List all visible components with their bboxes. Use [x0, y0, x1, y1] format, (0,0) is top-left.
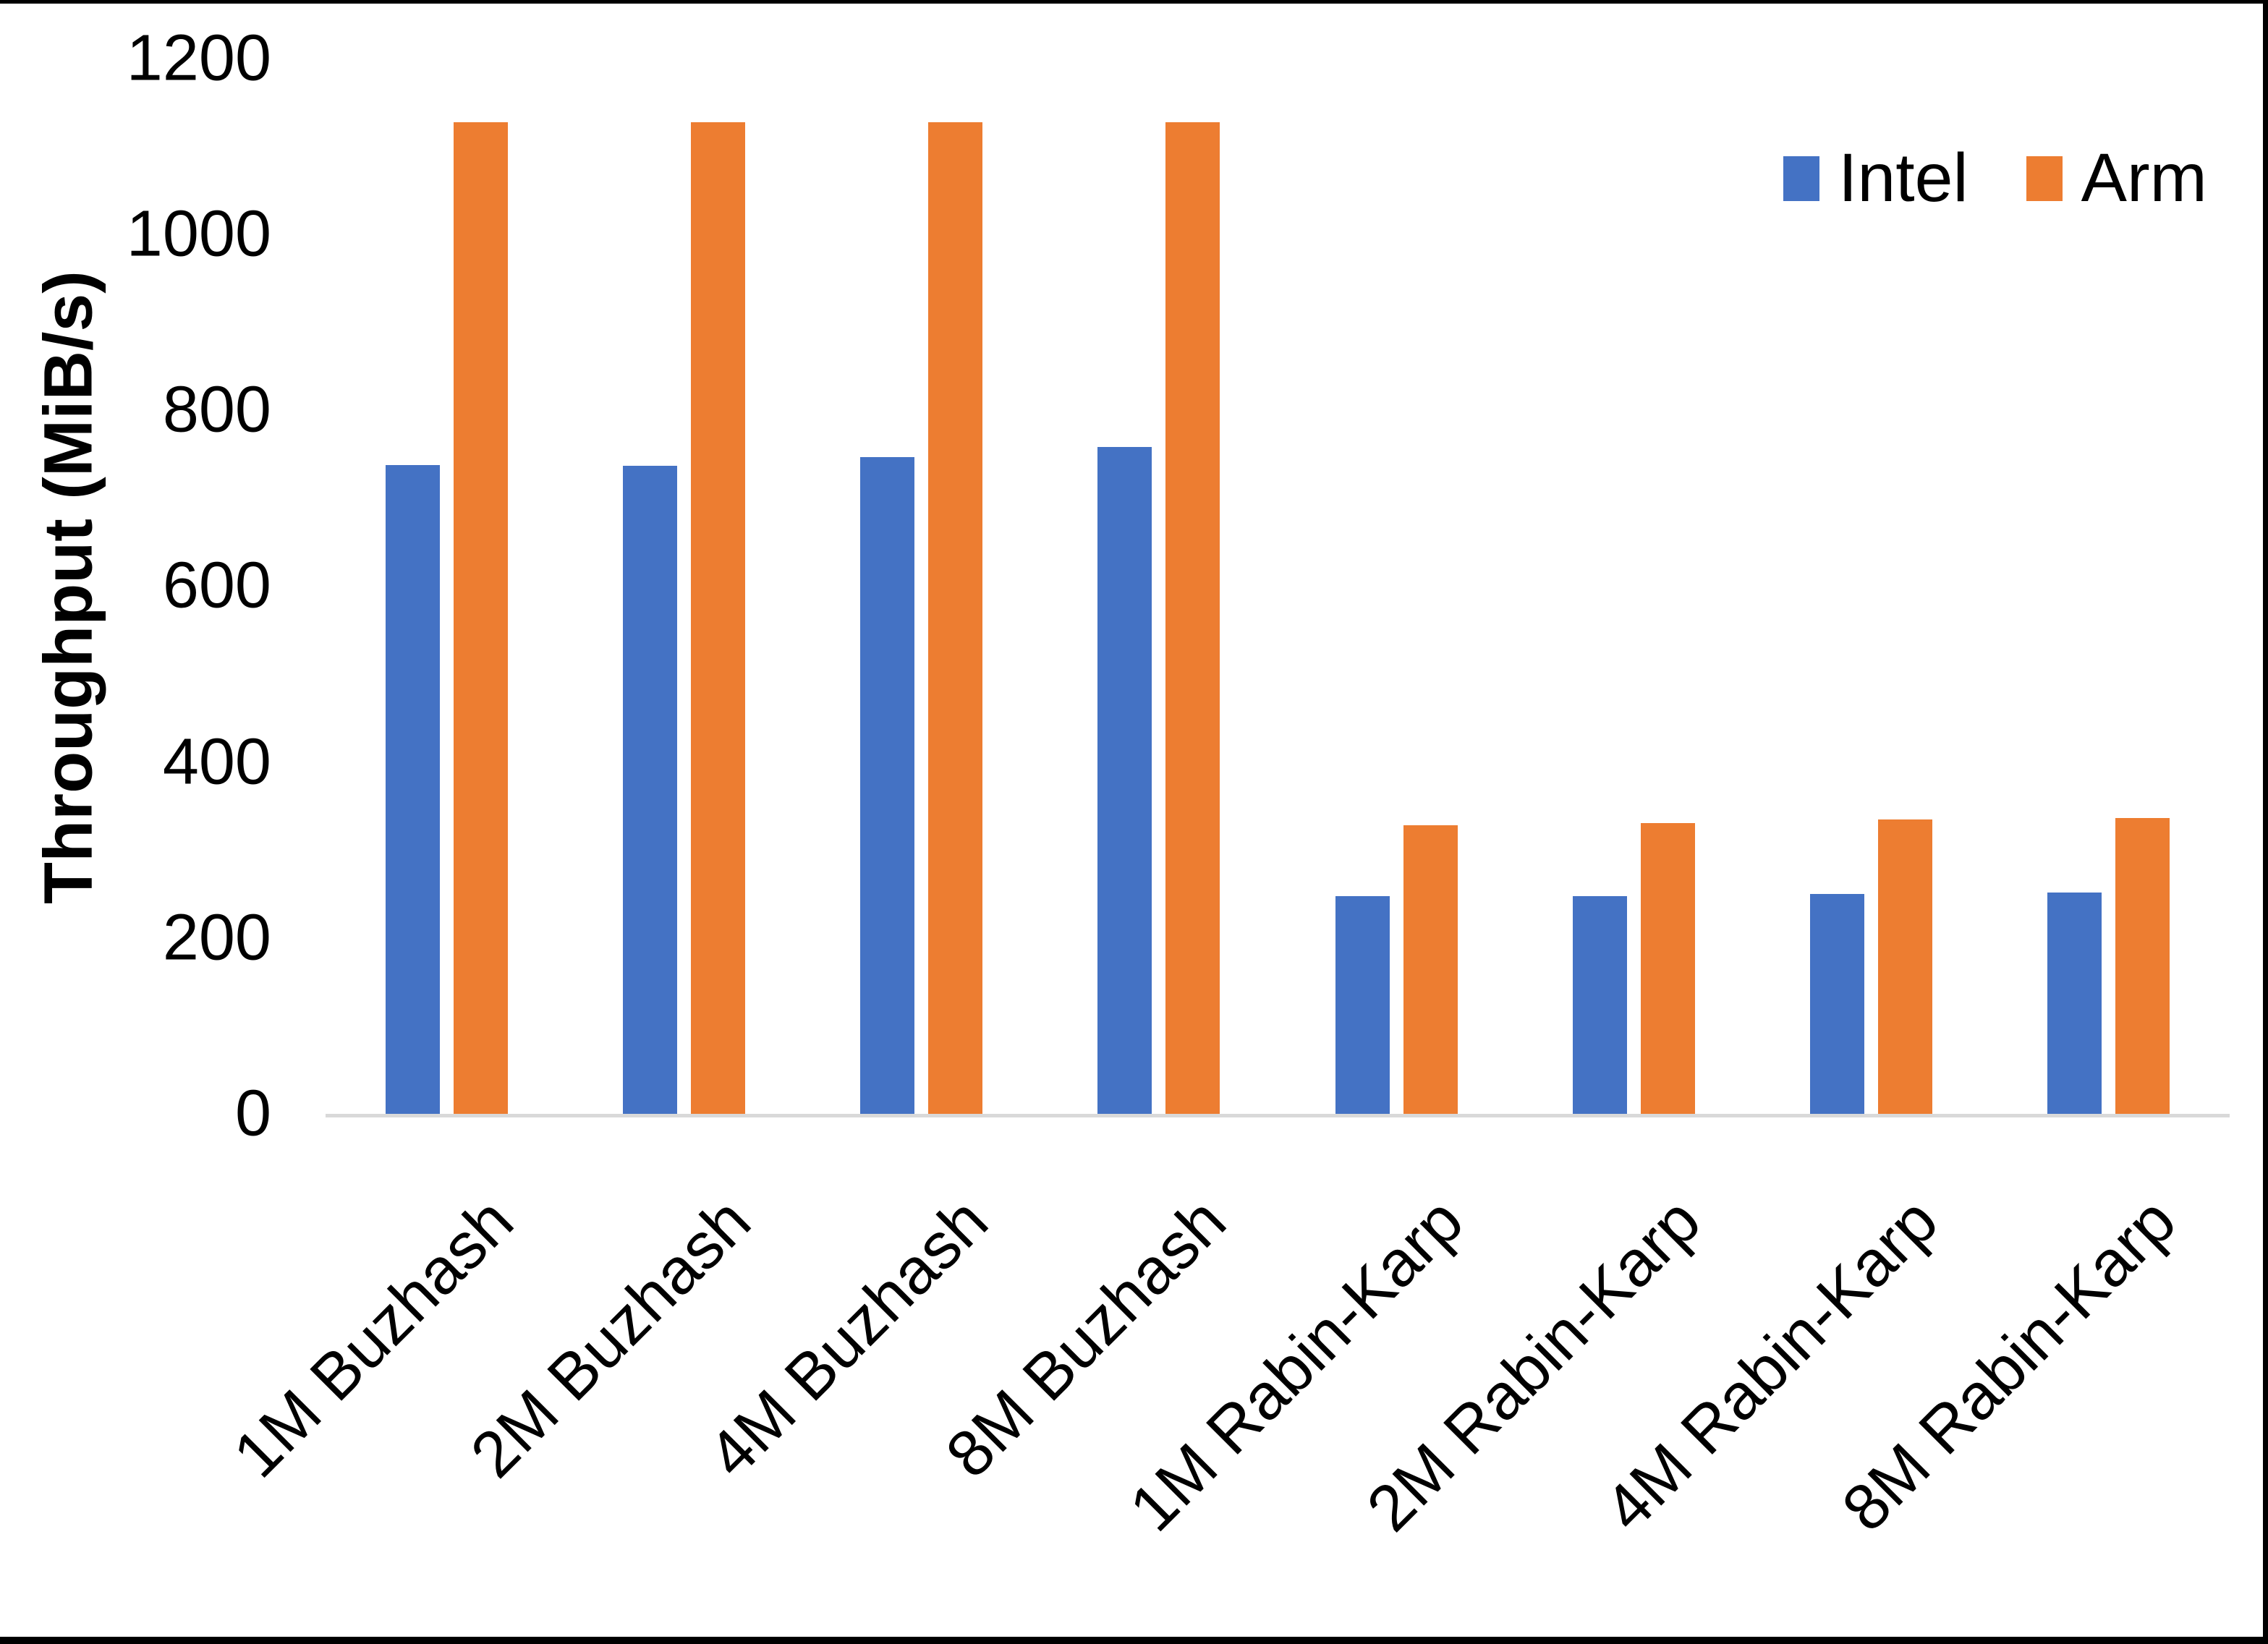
bar-arm-1 [453, 122, 508, 1115]
bar-intel-8 [2047, 893, 2102, 1115]
y-tick-label-1200: 1200 [126, 21, 271, 94]
y-tick-label-1000: 1000 [126, 197, 271, 271]
legend-label-arm: Arm [2081, 140, 2207, 216]
bar-intel-3 [860, 457, 915, 1115]
y-tick-label-600: 600 [162, 549, 271, 622]
y-tick-label-800: 800 [162, 373, 271, 446]
bar-intel-1 [385, 465, 440, 1115]
bar-arm-5 [1403, 825, 1458, 1115]
y-tick-label-0: 0 [234, 1077, 271, 1150]
bar-intel-4 [1097, 446, 1152, 1115]
bar-intel-6 [1572, 896, 1627, 1115]
y-tick-label-400: 400 [162, 725, 271, 798]
bar-arm-2 [690, 122, 745, 1115]
legend-swatch-intel-icon [1783, 156, 1819, 201]
x-axis-line [326, 1114, 2230, 1117]
bar-arm-4 [1165, 122, 1220, 1115]
legend-swatch-arm-icon [2026, 156, 2063, 201]
bar-intel-7 [1810, 893, 1865, 1115]
y-tick-label-200: 200 [162, 901, 271, 974]
bar-intel-2 [622, 466, 677, 1115]
bar-arm-7 [1878, 819, 1933, 1115]
legend: Intel Arm [1783, 139, 2207, 218]
right-border-line [2263, 0, 2268, 1644]
bottom-border-line [0, 1637, 2268, 1644]
bar-intel-5 [1335, 896, 1390, 1115]
legend-item-arm: Arm [2026, 139, 2207, 218]
bar-arm-3 [928, 122, 983, 1115]
top-border-line [0, 0, 2268, 4]
bar-arm-8 [2115, 817, 2170, 1115]
bar-arm-6 [1640, 823, 1695, 1115]
legend-item-intel: Intel [1783, 139, 1968, 218]
legend-label-intel: Intel [1838, 140, 1968, 216]
